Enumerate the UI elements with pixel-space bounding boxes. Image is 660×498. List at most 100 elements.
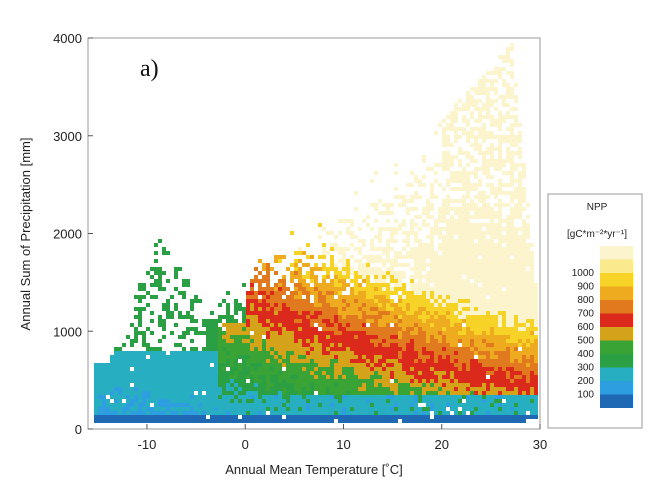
heatmap-cell xyxy=(250,387,254,391)
heatmap-cell xyxy=(486,303,490,307)
heatmap-cell xyxy=(478,223,482,227)
heatmap-cell xyxy=(382,399,386,403)
heatmap-cell xyxy=(434,391,438,395)
heatmap-cell xyxy=(182,407,186,411)
heatmap-cell xyxy=(494,411,498,415)
heatmap-cell xyxy=(402,319,406,323)
heatmap-cell xyxy=(254,355,258,359)
heatmap-cell xyxy=(266,379,270,383)
heatmap-cell xyxy=(258,415,262,419)
heatmap-cell xyxy=(446,331,450,335)
heatmap-cell xyxy=(518,171,522,175)
heatmap-cell xyxy=(534,367,538,371)
heatmap-cell xyxy=(106,367,110,371)
heatmap-cell xyxy=(470,287,474,291)
heatmap-cell xyxy=(502,359,506,363)
heatmap-cell xyxy=(162,327,166,331)
heatmap-cell xyxy=(214,331,218,335)
heatmap-cell xyxy=(306,331,310,335)
heatmap-cell xyxy=(438,235,442,239)
heatmap-cell xyxy=(142,367,146,371)
heatmap-cell xyxy=(334,287,338,291)
heatmap-cell xyxy=(422,411,426,415)
heatmap-cell xyxy=(374,283,378,287)
heatmap-cell xyxy=(342,327,346,331)
heatmap-cell xyxy=(418,183,422,187)
heatmap-cell xyxy=(510,123,514,127)
heatmap-cell xyxy=(434,195,438,199)
heatmap-cell xyxy=(130,343,134,347)
heatmap-cell xyxy=(274,331,278,335)
heatmap-cell xyxy=(278,387,282,391)
heatmap-cell xyxy=(418,415,422,419)
heatmap-cell xyxy=(218,351,222,355)
heatmap-cell xyxy=(514,311,518,315)
heatmap-cell xyxy=(322,395,326,399)
heatmap-cell xyxy=(162,379,166,383)
heatmap-cell xyxy=(342,315,346,319)
heatmap-cell xyxy=(242,323,246,327)
heatmap-cell xyxy=(446,295,450,299)
heatmap-cell xyxy=(390,235,394,239)
heatmap-cell xyxy=(414,247,418,251)
heatmap-cell xyxy=(322,299,326,303)
heatmap-cell xyxy=(486,279,490,283)
heatmap-cell xyxy=(334,307,338,311)
heatmap-cell xyxy=(346,331,350,335)
heatmap-cell xyxy=(150,415,154,419)
heatmap-cell xyxy=(378,295,382,299)
heatmap-cell xyxy=(326,331,330,335)
heatmap-cell xyxy=(482,163,486,167)
heatmap-cell xyxy=(394,375,398,379)
heatmap-cell xyxy=(490,291,494,295)
heatmap-cell xyxy=(446,359,450,363)
heatmap-cell xyxy=(450,155,454,159)
heatmap-cell xyxy=(190,327,194,331)
heatmap-cell xyxy=(506,135,510,139)
heatmap-cell xyxy=(382,287,386,291)
heatmap-cell xyxy=(242,407,246,411)
heatmap-cell xyxy=(486,355,490,359)
heatmap-cell xyxy=(390,211,394,215)
heatmap-cell xyxy=(510,227,514,231)
heatmap-cell xyxy=(206,375,210,379)
heatmap-cell xyxy=(462,215,466,219)
heatmap-cell xyxy=(442,375,446,379)
heatmap-cell xyxy=(330,247,334,251)
heatmap-cell xyxy=(518,371,522,375)
heatmap-cell xyxy=(126,355,130,359)
heatmap-cell xyxy=(418,391,422,395)
heatmap-cell xyxy=(442,135,446,139)
heatmap-cell xyxy=(134,407,138,411)
heatmap-cell xyxy=(454,359,458,363)
heatmap-cell xyxy=(522,371,526,375)
heatmap-cell xyxy=(482,247,486,251)
heatmap-cell xyxy=(418,367,422,371)
heatmap-cell xyxy=(334,387,338,391)
heatmap-cell xyxy=(490,359,494,363)
heatmap-cell xyxy=(442,259,446,263)
heatmap-cell xyxy=(462,119,466,123)
heatmap-cell xyxy=(314,387,318,391)
heatmap-cell xyxy=(522,363,526,367)
heatmap-cell xyxy=(526,315,530,319)
heatmap-cell xyxy=(366,315,370,319)
heatmap-cell xyxy=(446,283,450,287)
heatmap-cell xyxy=(102,387,106,391)
heatmap-cell xyxy=(362,219,366,223)
heatmap-cell xyxy=(382,283,386,287)
heatmap-cell xyxy=(442,391,446,395)
heatmap-cell xyxy=(294,299,298,303)
heatmap-cell xyxy=(506,411,510,415)
heatmap-cell xyxy=(290,331,294,335)
heatmap-cell xyxy=(442,395,446,399)
heatmap-cell xyxy=(102,411,106,415)
heatmap-cell xyxy=(382,263,386,267)
heatmap-cell xyxy=(162,247,166,251)
heatmap-cell xyxy=(422,307,426,311)
heatmap-cell xyxy=(178,375,182,379)
heatmap-cell xyxy=(526,395,530,399)
heatmap-cell xyxy=(138,355,142,359)
